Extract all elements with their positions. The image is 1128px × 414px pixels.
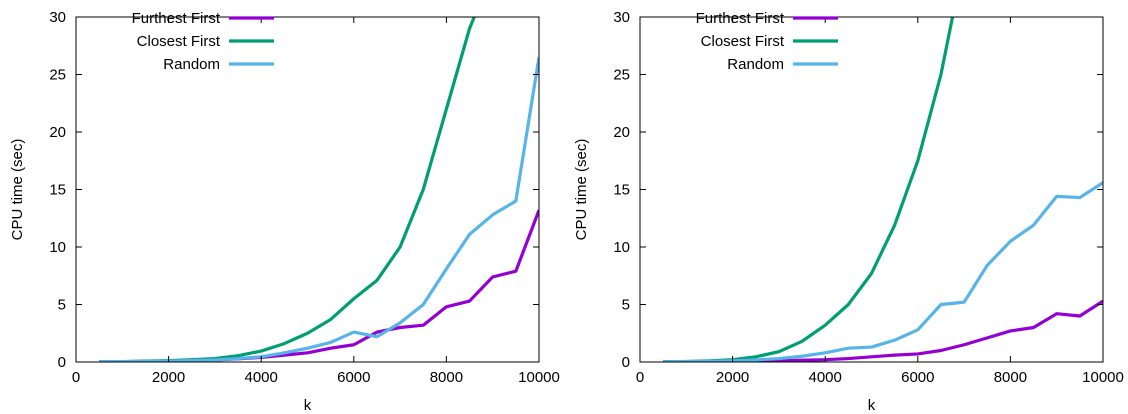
- x-tick-label: 10000: [518, 369, 560, 386]
- series-line-random: [663, 181, 1103, 362]
- y-tick-label: 15: [613, 182, 630, 199]
- y-tick-label: 20: [613, 124, 630, 141]
- y-axis-title: CPU time (sec): [573, 139, 590, 241]
- y-tick-label: 10: [613, 239, 630, 256]
- x-tick-label: 6000: [901, 369, 934, 386]
- y-tick-label: 25: [49, 67, 66, 84]
- legend-label-closest-first: Closest First: [701, 33, 785, 50]
- x-tick-label: 2000: [152, 369, 185, 386]
- x-tick-label: 4000: [809, 369, 842, 386]
- y-tick-label: 30: [49, 9, 66, 26]
- legend-label-furthest-first: Furthest First: [132, 10, 221, 27]
- series-line-closest-first: [663, 17, 955, 362]
- legend-label-furthest-first: Furthest First: [696, 10, 785, 27]
- plot-frame: [639, 16, 1104, 363]
- plot-frame: [75, 16, 540, 363]
- line-chart-right: 0 2000 4000 6000 8000 10000 0 5 10 15 20 25 30 k CPU t…: [573, 9, 1124, 414]
- y-tick-label: 25: [613, 67, 630, 84]
- x-tick-label: 6000: [337, 369, 370, 386]
- x-tick-label: 8000: [994, 369, 1027, 386]
- line-chart-left: 0 2000 4000 6000 8000 10000 0 5 10 15 20 25 30 k CPU t…: [9, 9, 560, 414]
- series-line-random: [99, 56, 539, 362]
- x-tick-label: 0: [72, 369, 80, 386]
- x-tick-label: 0: [636, 369, 644, 386]
- x-tick-label: 10000: [1082, 369, 1124, 386]
- x-tick-label: 4000: [245, 369, 278, 386]
- y-tick-label: 10: [49, 239, 66, 256]
- y-tick-label: 15: [49, 182, 66, 199]
- x-axis-title: k: [304, 397, 312, 414]
- y-axis-title: CPU time (sec): [9, 139, 26, 241]
- y-tick-label: 5: [58, 297, 66, 314]
- y-tick-label: 30: [613, 9, 630, 26]
- series-line-furthest-first: [663, 299, 1103, 362]
- y-tick-label: 20: [49, 124, 66, 141]
- x-tick-label: 8000: [430, 369, 463, 386]
- legend-label-closest-first: Closest First: [137, 33, 221, 50]
- chart-panel-right: 0 2000 4000 6000 8000 10000 0 5 10 15 20 25 30 k CPU t…: [564, 0, 1128, 414]
- chart-panel-left: 0 2000 4000 6000 8000 10000 0 5 10 15 20 25 30 k CPU t…: [9, 9, 560, 414]
- x-tick-label: 2000: [716, 369, 749, 386]
- legend-label-random: Random: [163, 56, 220, 73]
- y-tick-label: 0: [622, 354, 630, 371]
- y-tick-label: 5: [622, 297, 630, 314]
- x-axis-title: k: [868, 397, 876, 414]
- y-tick-label: 0: [58, 354, 66, 371]
- legend-label-random: Random: [727, 56, 784, 73]
